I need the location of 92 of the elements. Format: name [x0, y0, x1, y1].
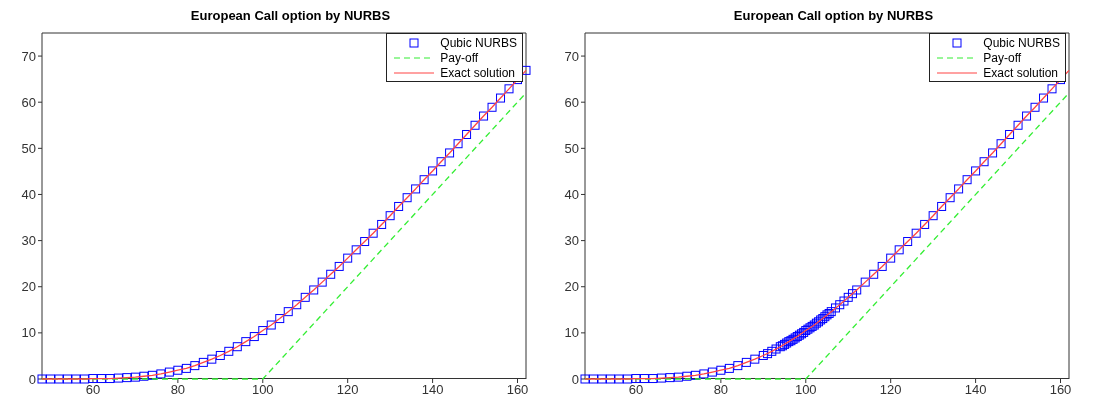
y-tick-label: 50	[564, 140, 579, 156]
point	[292, 300, 302, 310]
point	[105, 374, 115, 384]
point	[122, 373, 132, 383]
y-tick-label: 60	[564, 94, 579, 110]
point	[317, 277, 327, 287]
y-tick-label: 10	[21, 325, 36, 341]
x-tick-label: 100	[251, 382, 274, 398]
point	[394, 201, 404, 211]
point	[207, 354, 217, 364]
legend-label: Pay-off	[983, 50, 1022, 65]
point	[62, 374, 72, 384]
point	[402, 193, 412, 203]
point	[113, 373, 123, 383]
point	[385, 211, 395, 221]
point	[309, 285, 319, 295]
point	[249, 332, 259, 342]
y-tick-label: 0	[28, 371, 36, 387]
point	[198, 357, 208, 367]
point	[419, 175, 429, 185]
point	[283, 307, 293, 317]
point	[215, 350, 225, 360]
x-tick-label: 160	[506, 382, 529, 398]
point	[45, 374, 55, 384]
point	[504, 84, 514, 94]
y-tick-label: 60	[21, 94, 36, 110]
y-tick-label: 0	[571, 371, 579, 387]
point	[224, 346, 234, 356]
point	[79, 374, 89, 384]
point	[436, 157, 446, 167]
y-tick-label: 30	[564, 233, 579, 249]
x-tick-label: 60	[628, 382, 644, 398]
x-tick-label: 160	[1049, 382, 1072, 398]
point	[377, 219, 387, 229]
chart-title: European Call option by NURBS	[732, 8, 935, 25]
x-tick-label: 100	[794, 382, 817, 398]
point	[326, 269, 336, 279]
point	[130, 372, 140, 382]
point	[275, 314, 285, 324]
point	[241, 337, 251, 347]
y-tick-label: 70	[21, 48, 36, 64]
y-tick-label: 40	[21, 187, 36, 203]
point	[266, 320, 276, 330]
point	[334, 261, 344, 271]
point	[453, 139, 463, 149]
legend-label: Pay-off	[440, 50, 479, 65]
point	[190, 361, 200, 371]
x-tick-label: 80	[713, 382, 729, 398]
point	[343, 253, 353, 263]
point	[88, 374, 98, 384]
y-tick-label: 20	[21, 279, 36, 295]
point	[147, 370, 157, 380]
point	[462, 129, 472, 139]
point	[181, 363, 191, 373]
point	[360, 237, 370, 247]
x-tick-label: 120	[879, 382, 902, 398]
y-tick-label: 10	[564, 325, 579, 341]
point	[173, 365, 183, 375]
point	[368, 228, 378, 238]
chart-title: European Call option by NURBS	[189, 8, 392, 25]
point	[232, 342, 242, 352]
point	[164, 367, 174, 377]
legend-label: Qubic NURBS	[440, 35, 517, 50]
y-tick-label: 50	[21, 140, 36, 156]
y-tick-label: 20	[564, 279, 579, 295]
y-tick-label: 70	[564, 48, 579, 64]
point	[479, 111, 489, 121]
point	[428, 166, 438, 176]
point	[139, 371, 149, 381]
point	[54, 374, 64, 384]
point	[300, 292, 310, 302]
point	[496, 93, 506, 103]
point	[445, 148, 455, 158]
y-tick-label: 40	[564, 187, 579, 203]
point	[96, 374, 106, 384]
point	[258, 326, 268, 336]
x-tick-label: 60	[85, 382, 101, 398]
x-tick-label: 140	[421, 382, 444, 398]
point	[470, 120, 480, 130]
legend-label: Exact solution	[440, 65, 516, 80]
x-tick-label: 120	[336, 382, 359, 398]
legend-label: Qubic NURBS	[983, 35, 1060, 50]
legend-label: Exact solution	[983, 65, 1059, 80]
x-tick-label: 80	[170, 382, 186, 398]
point	[351, 245, 361, 255]
point	[411, 184, 421, 194]
x-tick-label: 140	[964, 382, 987, 398]
point	[37, 374, 47, 384]
point	[156, 369, 166, 379]
point	[487, 102, 497, 112]
point	[71, 374, 81, 384]
y-tick-label: 30	[21, 233, 36, 249]
